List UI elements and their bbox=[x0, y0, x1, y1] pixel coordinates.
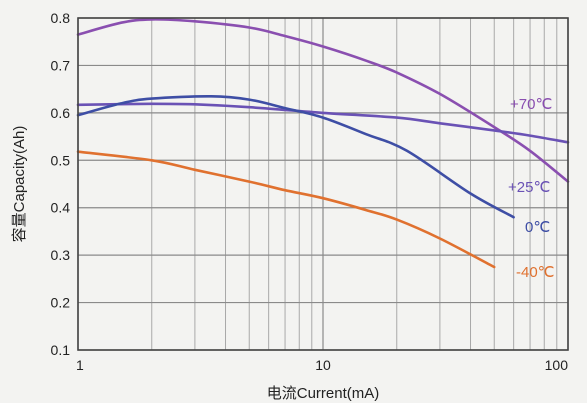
series-label: 0℃ bbox=[525, 219, 550, 236]
series-label: +70℃ bbox=[510, 96, 552, 113]
plot-frame bbox=[77, 17, 569, 351]
y-tick-label: 0.5 bbox=[51, 152, 71, 168]
x-axis-title: 电流Current(mA) bbox=[267, 385, 380, 402]
series-label: +25℃ bbox=[508, 179, 550, 196]
y-tick-labels: 0.1 0.2 0.3 0.4 0.5 0.6 0.7 0.8 bbox=[51, 10, 71, 358]
series-line bbox=[76, 18, 570, 183]
minor-gridlines bbox=[151, 18, 558, 350]
y-axis-title: 容量Capacity(Ah) bbox=[11, 126, 28, 243]
x-tick-label: 100 bbox=[545, 357, 569, 373]
y-tick-label: 0.7 bbox=[51, 57, 71, 73]
y-tick-label: 0.6 bbox=[51, 105, 71, 121]
x-tick-labels: 1 10 100 bbox=[76, 357, 568, 373]
y-tick-label: 0.8 bbox=[51, 10, 71, 26]
series-label: -40℃ bbox=[516, 264, 555, 281]
x-tick-label: 1 bbox=[76, 357, 84, 373]
series-line bbox=[76, 102, 570, 144]
y-tick-label: 0.1 bbox=[51, 342, 71, 358]
series-line bbox=[76, 150, 496, 269]
y-tick-label: 0.2 bbox=[51, 295, 71, 311]
y-tick-label: 0.3 bbox=[51, 247, 71, 263]
series-line bbox=[76, 94, 515, 219]
x-tick-label: 10 bbox=[315, 357, 331, 373]
y-tick-label: 0.4 bbox=[51, 200, 71, 216]
series-labels: +70℃ +25℃ 0℃ -40℃ bbox=[508, 96, 555, 281]
series-lines bbox=[76, 18, 570, 269]
